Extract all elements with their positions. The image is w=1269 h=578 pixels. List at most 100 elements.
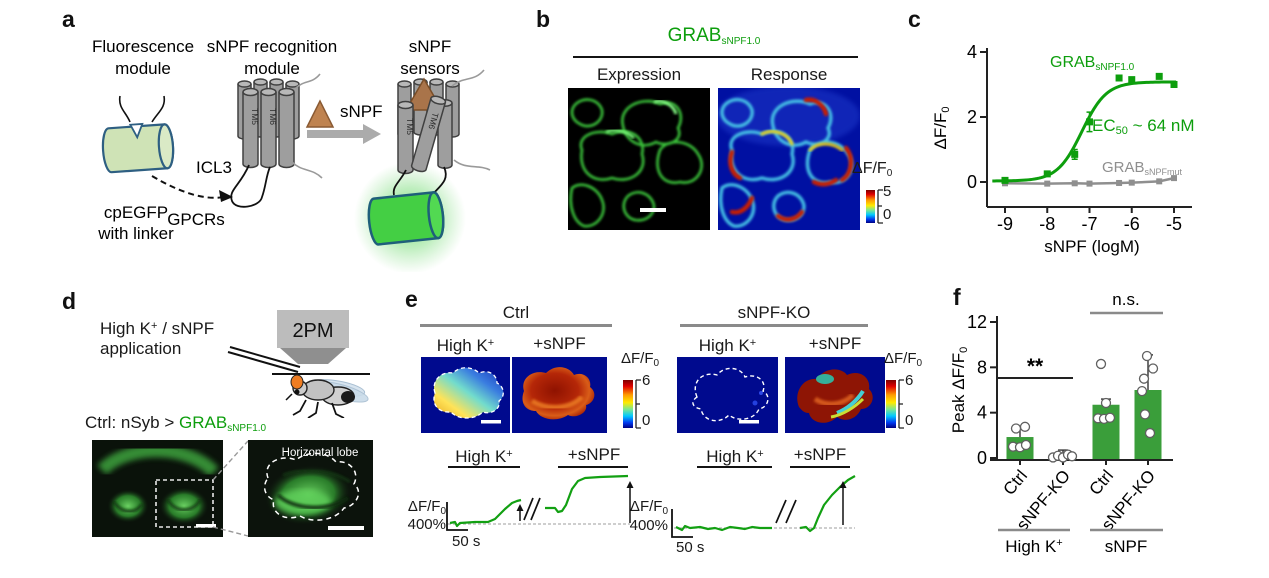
fluorescence-traces <box>446 474 856 538</box>
dose-response-fit <box>992 80 1177 183</box>
colorbar-e1-label: ΔF/F0 <box>621 350 660 369</box>
colorbar-e2-max: 6 <box>905 372 914 389</box>
expression-image <box>568 88 710 230</box>
data-point <box>1020 439 1032 451</box>
pipette <box>227 351 299 373</box>
axis-break <box>775 499 787 524</box>
cond-highk-label: High K+ <box>698 336 757 355</box>
svg-text:with linker: with linker <box>97 224 174 243</box>
panel-a-label: a <box>62 6 75 32</box>
gpcrs-label: GPCRs <box>167 210 225 229</box>
y-tick-label: 4 <box>967 42 977 62</box>
colorbar-e2-bracket <box>898 379 904 429</box>
terminus-squiggle <box>118 95 131 123</box>
panel-b-title: GRABsNPF1.0 <box>667 25 761 47</box>
scale-bars <box>671 509 693 538</box>
colorbar-b-max: 5 <box>883 183 892 200</box>
application-caption: High K+ / sNPF <box>100 319 215 338</box>
scale-bar <box>196 524 216 528</box>
data-point <box>1010 423 1022 434</box>
response-arrow <box>839 481 847 488</box>
x-tick-label: -6 <box>1124 214 1140 234</box>
heatmap-ctrl-highk <box>421 357 510 433</box>
tm5-label: TM5 <box>405 118 415 135</box>
y-axis-title: ΔF/F0 <box>931 107 952 150</box>
sensor-data-point <box>1043 170 1051 178</box>
recognition-module-heading: sNPF recognition <box>207 37 337 56</box>
bar <box>1092 404 1120 459</box>
cond-highk-label: High K+ <box>436 336 495 355</box>
group-label: High K+ <box>1005 537 1062 556</box>
brain-images: Horizontal lobe <box>92 440 373 537</box>
x-axis-title: sNPF (logM) <box>1044 237 1139 256</box>
y-tick-label: 0 <box>967 172 977 192</box>
mut-data-point <box>1044 180 1051 187</box>
gpcr-bundle: TM5 TM6 <box>230 73 323 208</box>
panel-e-label: e <box>405 286 418 312</box>
sensor-data-point <box>1115 74 1123 82</box>
y-axis-title: Peak ΔF/F0 <box>950 347 970 433</box>
group-ctrl-line <box>420 324 612 327</box>
trace-scale-df-label: ΔF/F0 <box>629 498 668 517</box>
axis-break <box>530 497 541 521</box>
colorbar-e2 <box>886 380 896 428</box>
lobe-heatmaps <box>421 357 885 433</box>
response-label: Response <box>750 65 828 84</box>
insertion-dashed-arrow <box>151 175 225 199</box>
trace-snpf-label: +sNPF <box>793 445 847 464</box>
group-ctrl-label: Ctrl <box>502 303 530 322</box>
microscope-body <box>277 310 349 348</box>
panel-d-label: d <box>62 288 77 314</box>
svg-text:module: module <box>115 59 171 78</box>
terminus-squiggle <box>151 95 166 123</box>
sensor-data-point <box>1071 150 1079 158</box>
sensor-data-point <box>1001 176 1009 184</box>
snpf-ligand-triangle <box>305 99 335 128</box>
fluorescence-module-heading: Fluorescence <box>92 37 194 56</box>
tm6-label: TM6 <box>268 108 278 125</box>
scale-bars <box>446 502 468 531</box>
significance-stars: ** <box>1027 355 1044 378</box>
microscope-label: 2PM <box>292 320 333 342</box>
panel-f-label: f <box>953 284 961 310</box>
trace <box>545 474 629 514</box>
sensor-data-point <box>1086 118 1093 126</box>
trace-scale-pct: 400% <box>629 517 668 534</box>
mut-series-line <box>1004 176 1175 185</box>
x-category-label: Ctrl <box>1086 466 1118 498</box>
trace <box>675 524 772 532</box>
icl3-label: ICL3 <box>196 158 232 177</box>
heatmap-ko-snpf <box>785 357 885 433</box>
dose-response-chart: 0 2 4 -9 -8 -7 -6 -5 sNPF (logM) ΔF/F0 GRABsNPF1.0… <box>931 42 1195 256</box>
cpegfp-caption: cpEGFP <box>104 203 168 222</box>
data-point <box>1147 363 1159 374</box>
data-point <box>1104 412 1116 423</box>
ec50-annotation: EC50 ~ 64 nM <box>1092 116 1195 137</box>
colorbar-b-bracket <box>877 189 883 224</box>
mut-data-point <box>1086 180 1093 187</box>
data-point <box>1139 409 1151 420</box>
significance-ns: n.s. <box>1112 290 1139 309</box>
sensor-series-label: GRABsNPF1.0 <box>1050 54 1135 73</box>
trace-scale-time: 50 s <box>452 533 481 550</box>
y-tick-label: 8 <box>977 357 987 377</box>
horizontal-lobe-label: Horizontal lobe <box>282 447 359 459</box>
sensor-data-point <box>1128 76 1136 84</box>
y-tick-label: 12 <box>967 312 987 332</box>
colorbar-b-min: 0 <box>883 206 892 223</box>
activated-cpegfp-cylinder <box>367 191 445 246</box>
lobe-outline <box>692 367 769 422</box>
group-ko-label: sNPF-KO <box>737 303 811 322</box>
svg-text:module: module <box>244 59 300 78</box>
colorbar-e1-min: 0 <box>642 412 651 429</box>
mut-data-point <box>1156 178 1163 185</box>
fly-legs <box>292 399 345 418</box>
data-point <box>1066 451 1078 462</box>
panel-c-label: c <box>908 6 921 32</box>
objective <box>280 348 346 364</box>
snpf-ligand-label: sNPF <box>340 102 383 121</box>
scale-bar <box>481 420 501 424</box>
panel-b-label: b <box>536 6 551 32</box>
fly-illustration <box>285 374 369 418</box>
